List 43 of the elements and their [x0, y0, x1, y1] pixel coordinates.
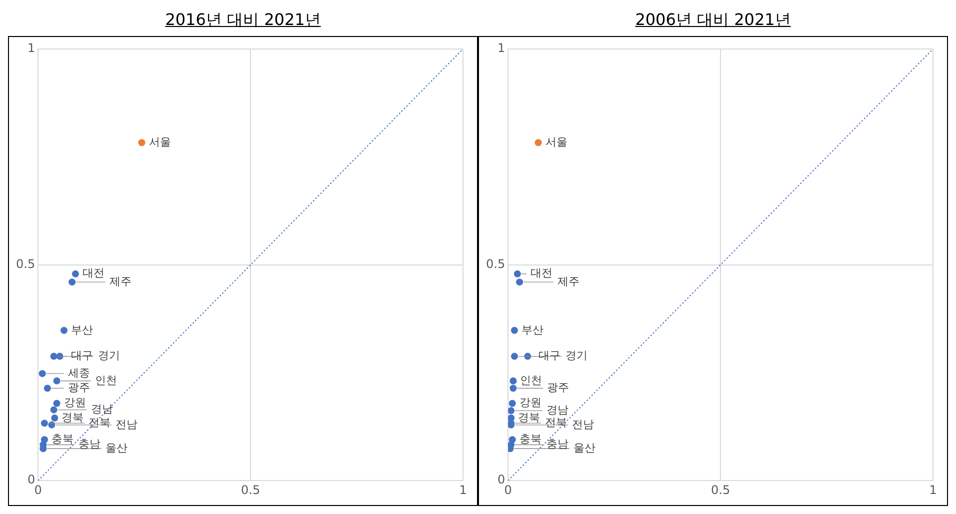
chart-title: 2006년 대비 2021년	[634, 9, 792, 31]
annotation: 강원	[64, 396, 86, 410]
annotation: 경남	[90, 402, 113, 416]
annotation: 경북	[62, 410, 84, 424]
annotation: 부산	[521, 323, 544, 336]
annotation: 인천	[94, 374, 117, 387]
annotation: 대전	[82, 266, 104, 280]
annotation: 광주	[68, 381, 90, 394]
annotation: 부산	[71, 323, 94, 336]
annotation: 세종	[68, 366, 90, 380]
annotation: 전북	[545, 416, 568, 430]
annotation: 전남	[116, 418, 138, 431]
annotation: 경기	[566, 349, 588, 362]
annotation: 광주	[547, 381, 570, 394]
annotation: 경남	[546, 404, 568, 417]
annotation: 대전	[530, 266, 553, 280]
annotation: 인천	[520, 374, 542, 387]
annotation: 충남	[78, 438, 100, 451]
annotation: 울산	[105, 442, 128, 455]
annotation: 제주	[109, 274, 132, 288]
annotation: 전남	[572, 418, 594, 431]
annotation: 충북	[51, 432, 74, 446]
y-tick-label: 0.5	[486, 256, 506, 271]
annotation: 경북	[518, 410, 540, 424]
x-tick-label: 1	[929, 482, 937, 497]
x-tick-label: 0.5	[240, 482, 260, 497]
x-tick-label: 0.5	[710, 482, 730, 497]
y-tick-label: 1	[497, 41, 506, 56]
annotation: 울산	[573, 442, 596, 455]
annotation: 제주	[558, 274, 580, 288]
annotation: 경기	[98, 349, 120, 362]
chart-title: 2016년 대비 2021년	[164, 9, 322, 31]
annotation: 서울	[148, 136, 171, 149]
annotation: 서울	[545, 136, 568, 149]
annotation: 전북	[88, 416, 111, 430]
y-tick-label: 0	[27, 472, 36, 487]
y-tick-label: 0	[497, 472, 506, 487]
y-tick-label: 0.5	[16, 256, 36, 271]
annotation: 충북	[519, 432, 542, 446]
annotation: 충남	[546, 438, 568, 451]
x-tick-label: 1	[459, 482, 467, 497]
y-tick-label: 1	[27, 41, 36, 56]
annotation: 강원	[519, 396, 542, 410]
